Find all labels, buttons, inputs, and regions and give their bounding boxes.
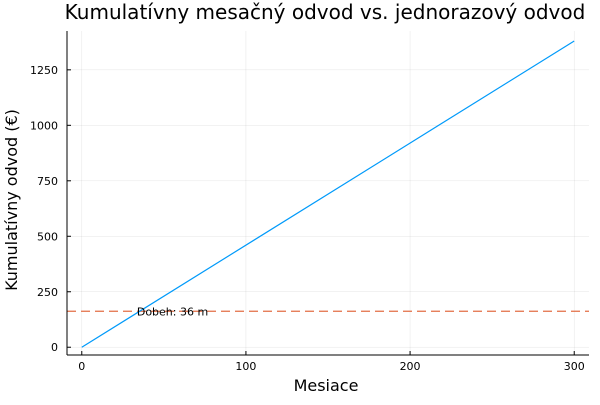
x-tick-label: 300 xyxy=(564,360,585,373)
y-tick-label: 250 xyxy=(37,286,58,299)
tick-labels: 0 100 200 300 0 250 500 750 1000 1250 xyxy=(30,64,585,373)
y-axis-title: Kumulatívny odvod (€) xyxy=(2,109,21,291)
grid xyxy=(67,31,589,355)
axes xyxy=(66,31,589,356)
series-line xyxy=(81,40,575,348)
y-tick-label: 750 xyxy=(37,175,58,188)
x-axis-title: Mesiace xyxy=(294,376,359,395)
y-tick-label: 1250 xyxy=(30,64,58,77)
x-tick-label: 100 xyxy=(235,360,256,373)
x-tick-label: 200 xyxy=(400,360,421,373)
series-layer xyxy=(67,40,589,348)
x-tick-label: 0 xyxy=(78,360,85,373)
breakeven-annotation: Dobeh: 36 m xyxy=(137,305,208,318)
y-tick-label: 500 xyxy=(37,230,58,243)
y-tick-label: 0 xyxy=(51,341,58,354)
chart-title: Kumulatívny mesačný odvod vs. jednorazov… xyxy=(65,0,586,24)
y-tick-label: 1000 xyxy=(30,119,58,132)
